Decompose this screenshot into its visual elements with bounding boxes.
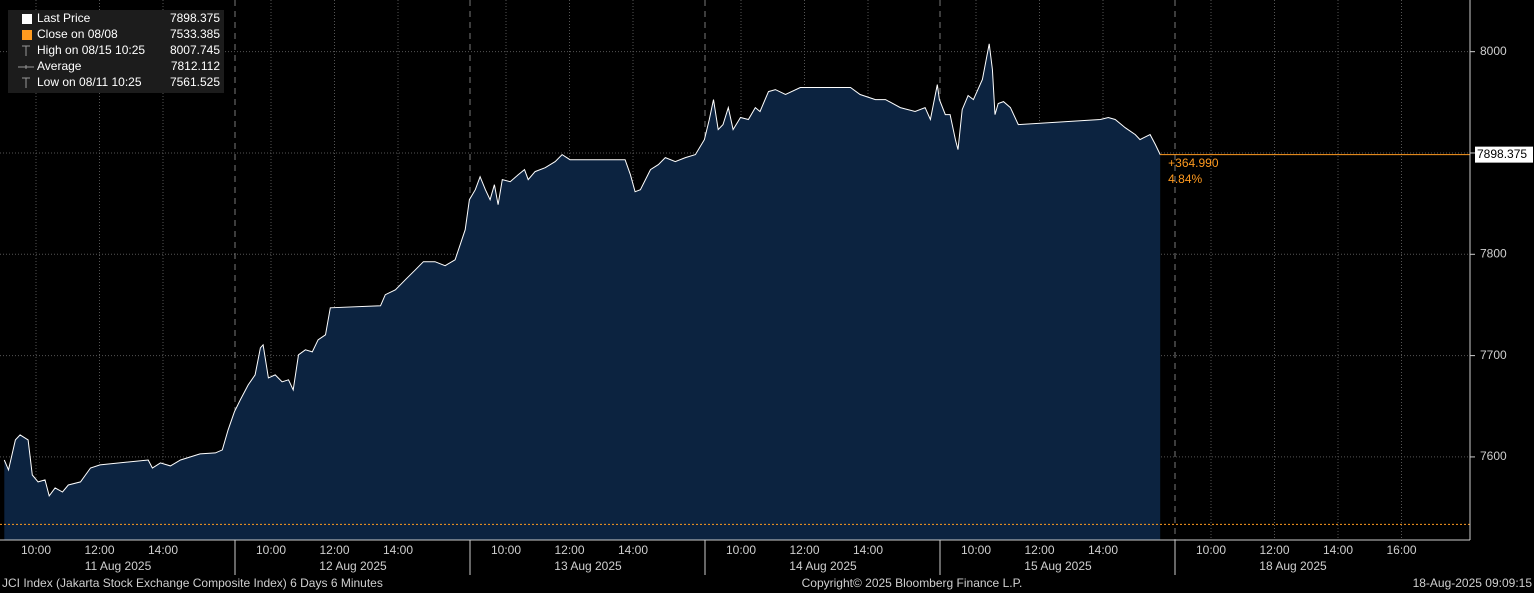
- x-tick-label: 10:00: [256, 543, 286, 557]
- x-tick-label: 14:00: [1088, 543, 1118, 557]
- x-tick-label: 14:00: [1323, 543, 1353, 557]
- x-tick-label: 10:00: [1196, 543, 1226, 557]
- y-tick-label: 7800: [1480, 246, 1507, 260]
- x-tick-label: 10:00: [961, 543, 991, 557]
- x-tick-label: 12:00: [1024, 543, 1054, 557]
- legend-label: Last Price: [37, 11, 91, 25]
- legend-label: Low on 08/11 10:25: [37, 75, 142, 89]
- legend: Last Price 7898.375 Close on 08/08 7533.385…: [8, 10, 224, 93]
- area: [4, 43, 1161, 541]
- legend-value: 7898.375: [170, 11, 220, 25]
- day-label: 11 Aug 2025: [85, 559, 152, 573]
- legend-value: 7561.525: [170, 75, 220, 89]
- footer-right: 18-Aug-2025 09:09:15: [1413, 576, 1533, 590]
- legend-icon: [22, 14, 32, 24]
- legend-box: [8, 10, 224, 93]
- footer-center: Copyright© 2025 Bloomberg Finance L.P.: [802, 576, 1023, 590]
- legend-label: High on 08/15 10:25: [37, 43, 145, 57]
- y-tick-label: 7600: [1480, 449, 1507, 463]
- footer-left: JCI Index (Jakarta Stock Exchange Compos…: [2, 576, 383, 590]
- x-tick-label: 16:00: [1386, 543, 1416, 557]
- x-tick-label: 14:00: [383, 543, 413, 557]
- x-tick-label: 12:00: [1259, 543, 1289, 557]
- day-label: 18 Aug 2025: [1259, 559, 1327, 573]
- x-tick-label: 14:00: [148, 543, 178, 557]
- legend-value: 7533.385: [170, 27, 220, 41]
- change-pct-label: 4.84%: [1168, 172, 1202, 186]
- x-tick-label: 10:00: [491, 543, 521, 557]
- legend-icon: [22, 30, 32, 40]
- x-tick-label: 14:00: [618, 543, 648, 557]
- day-label: 14 Aug 2025: [789, 559, 857, 573]
- legend-label: Average: [37, 59, 82, 73]
- x-tick-label: 12:00: [789, 543, 819, 557]
- legend-value: 7812.112: [171, 59, 220, 73]
- legend-icon: [18, 65, 34, 69]
- plot: +364.990 4.84%: [0, 43, 1470, 541]
- line: [3, 43, 1161, 498]
- x-tick-label: 14:00: [853, 543, 883, 557]
- day-label: 12 Aug 2025: [319, 559, 387, 573]
- x-tick-label: 12:00: [84, 543, 114, 557]
- x-tick-label: 10:00: [726, 543, 756, 557]
- x-tick-label: 12:00: [554, 543, 584, 557]
- legend-value: 8007.745: [170, 43, 220, 57]
- legend-label: Close on 08/08: [37, 27, 118, 41]
- y-tick-label: 8000: [1480, 44, 1507, 58]
- last-price-box: [1475, 146, 1533, 163]
- change-label: +364.990: [1168, 156, 1219, 170]
- day-label: 13 Aug 2025: [554, 559, 622, 573]
- legend-icon: [22, 45, 30, 56]
- day-label: 15 Aug 2025: [1024, 559, 1092, 573]
- axes: 7600770078007900800011 Aug 202510:0012:0…: [0, 0, 1533, 575]
- y-tick-label: 7700: [1480, 348, 1507, 362]
- last-price-label: 7898.375: [1477, 147, 1527, 161]
- legend-icon: [22, 77, 30, 88]
- x-tick-label: 10:00: [21, 543, 51, 557]
- x-tick-label: 12:00: [319, 543, 349, 557]
